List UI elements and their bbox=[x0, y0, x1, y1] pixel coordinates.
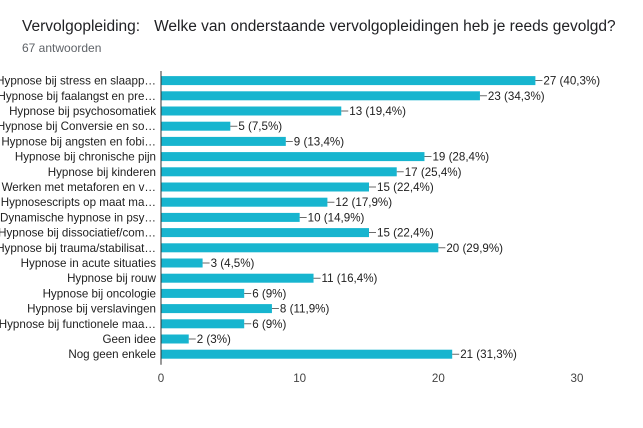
bar bbox=[161, 304, 272, 314]
category-label: Geen idee bbox=[102, 333, 156, 346]
bar bbox=[161, 197, 328, 207]
category-label: Hypnosescripts op maat ma… bbox=[1, 196, 156, 209]
bar bbox=[161, 288, 245, 298]
data-label: 6 (9%) bbox=[252, 287, 286, 300]
data-label: 6 (9%) bbox=[252, 318, 286, 331]
bar bbox=[161, 121, 231, 131]
category-label: Hypnose bij trauma/stabilisat… bbox=[0, 242, 156, 255]
bar bbox=[161, 76, 536, 86]
data-label: 13 (19,4%) bbox=[349, 105, 406, 118]
data-label: 2 (3%) bbox=[197, 333, 231, 346]
bar bbox=[161, 91, 480, 101]
data-label: 20 (29,9%) bbox=[446, 242, 503, 255]
data-label: 27 (40,3%) bbox=[543, 75, 600, 88]
category-label: Hypnose bij psychosomatiek bbox=[9, 105, 156, 118]
bar bbox=[161, 228, 369, 238]
bar bbox=[161, 349, 453, 359]
data-label: 9 (13,4%) bbox=[294, 135, 344, 148]
data-label: 17 (25,4%) bbox=[405, 166, 462, 179]
x-tick-label: 20 bbox=[432, 372, 445, 385]
bar bbox=[161, 152, 425, 162]
category-label: Nog geen enkele bbox=[68, 348, 156, 361]
bar bbox=[161, 334, 189, 344]
response-count: 67 antwoorden bbox=[22, 41, 102, 55]
chart-title: Vervolgopleiding: Welke van onderstaande … bbox=[22, 18, 616, 36]
category-label: Werken met metaforen en v… bbox=[2, 181, 156, 194]
category-label: Hypnose bij rouw bbox=[67, 272, 157, 285]
bar bbox=[161, 106, 342, 116]
category-label: Hypnose bij dissociatief/com… bbox=[0, 227, 156, 240]
category-label: Hypnose bij kinderen bbox=[48, 166, 156, 179]
data-label: 21 (31,3%) bbox=[460, 348, 517, 361]
category-label: Hypnose bij oncologie bbox=[43, 287, 156, 300]
bar bbox=[161, 273, 314, 283]
data-label: 11 (16,4%) bbox=[322, 272, 378, 285]
data-label: 19 (28,4%) bbox=[432, 151, 489, 164]
bar bbox=[161, 136, 286, 146]
data-label: 12 (17,9%) bbox=[335, 196, 392, 209]
data-label: 10 (14,9%) bbox=[308, 211, 365, 224]
category-label: Hypnose bij stress en slaapp… bbox=[0, 75, 156, 88]
category-label: Hypnose bij faalangst en pre… bbox=[0, 90, 156, 103]
x-tick-label: 0 bbox=[158, 372, 164, 385]
category-label: Hypnose bij chronische pijn bbox=[15, 151, 156, 164]
category-label: Hypnose bij verslavingen bbox=[27, 303, 156, 316]
category-label: Hypnose bij angsten en fobi… bbox=[1, 135, 156, 148]
title-question: Welke van onderstaande vervolgopleidinge… bbox=[154, 18, 616, 35]
category-label: Hypnose bij Conversie en so… bbox=[0, 120, 156, 133]
data-label: 3 (4,5%) bbox=[211, 257, 255, 270]
category-label: Dynamische hypnose in psy… bbox=[0, 211, 156, 224]
bar bbox=[161, 167, 397, 177]
x-tick-label: 30 bbox=[571, 372, 584, 385]
bar bbox=[161, 258, 203, 268]
bar bbox=[161, 319, 245, 329]
category-label: Hypnose bij functionele maa… bbox=[0, 318, 156, 331]
data-label: 8 (11,9%) bbox=[280, 303, 330, 316]
title-prefix: Vervolgopleiding: bbox=[22, 18, 141, 35]
data-label: 23 (34,3%) bbox=[488, 90, 545, 103]
data-label: 5 (7,5%) bbox=[238, 120, 282, 133]
category-label: Hypnose in acute situaties bbox=[21, 257, 157, 270]
data-label: 15 (22,4%) bbox=[377, 227, 434, 240]
bar bbox=[161, 182, 369, 192]
bar bbox=[161, 212, 300, 222]
data-label: 15 (22,4%) bbox=[377, 181, 434, 194]
bar bbox=[161, 243, 439, 253]
x-tick-label: 10 bbox=[293, 372, 306, 385]
